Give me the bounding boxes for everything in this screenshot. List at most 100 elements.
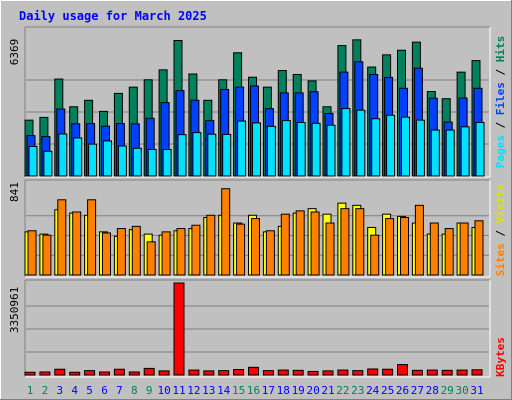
sites-bar-day-16 bbox=[251, 218, 260, 276]
day-label-3: 3 bbox=[56, 384, 63, 397]
pages-bar-day-12 bbox=[192, 132, 202, 177]
svg-text:Sites / Visits: Sites / Visits bbox=[494, 184, 507, 277]
day-label-11: 11 bbox=[172, 384, 185, 397]
legend-visits: Visits bbox=[494, 184, 507, 224]
kbytes-bar-day-28 bbox=[426, 369, 438, 376]
pages-bar-day-5 bbox=[88, 143, 98, 177]
kbytes-bar-day-17 bbox=[262, 370, 274, 376]
day-label-21: 21 bbox=[321, 384, 334, 397]
day-label-14: 14 bbox=[217, 384, 231, 397]
day-label-23: 23 bbox=[351, 384, 364, 397]
kbytes-bar-day-10 bbox=[158, 370, 170, 376]
pages-bar-day-10 bbox=[162, 148, 172, 177]
legend-files: Files bbox=[494, 82, 507, 115]
pages-bar-day-9 bbox=[147, 148, 157, 177]
legend-kbytes: KBytes bbox=[494, 337, 507, 377]
kbytes-bar-day-4 bbox=[69, 371, 81, 376]
sites-bar-day-8 bbox=[131, 225, 141, 276]
sites-bar-day-21 bbox=[325, 222, 335, 276]
pages-bar-day-17 bbox=[266, 125, 276, 177]
sites-bar-day-31 bbox=[474, 220, 484, 276]
pages-bar-day-16 bbox=[252, 122, 261, 177]
day-label-26: 26 bbox=[396, 384, 409, 397]
kbytes-bar-day-18 bbox=[277, 369, 289, 376]
pages-bar-day-30 bbox=[460, 126, 470, 177]
sites-bar-day-5 bbox=[87, 199, 97, 276]
day-label-13: 13 bbox=[202, 384, 215, 397]
day-label-31: 31 bbox=[470, 384, 483, 397]
pages-bar-day-14 bbox=[222, 133, 232, 177]
day-label-27: 27 bbox=[411, 384, 424, 397]
kbytes-bar-day-2 bbox=[39, 371, 51, 376]
graph-title: Daily usage for March 2025 bbox=[19, 9, 207, 23]
sites-bar-day-6 bbox=[102, 232, 111, 276]
legend-sites: Sites bbox=[494, 243, 507, 276]
day-label-18: 18 bbox=[277, 384, 290, 397]
pages-bar-day-2 bbox=[43, 150, 53, 177]
kbytes-bar-day-19 bbox=[292, 369, 304, 376]
day-label-20: 20 bbox=[306, 384, 319, 397]
visits-scale-label: 841 bbox=[8, 182, 21, 202]
kbytes-bar-day-6 bbox=[99, 371, 110, 376]
sites-bar-day-27 bbox=[414, 204, 424, 276]
day-label-29: 29 bbox=[441, 384, 454, 397]
day-label-24: 24 bbox=[366, 384, 380, 397]
kbytes-bar-day-20 bbox=[307, 370, 319, 376]
kbytes-bar-day-9 bbox=[143, 367, 155, 376]
kbytes-bar-day-7 bbox=[113, 368, 125, 376]
sites-bar-day-23 bbox=[355, 208, 365, 276]
pages-bar-day-7 bbox=[117, 145, 127, 177]
day-label-2: 2 bbox=[42, 384, 49, 397]
kbytes-bar-day-21 bbox=[322, 370, 334, 376]
kbytes-bar-day-14 bbox=[218, 370, 230, 376]
pages-bar-day-6 bbox=[103, 140, 112, 177]
visits-sites-panel: 841 Sites / Visits bbox=[8, 179, 507, 278]
day-label-17: 17 bbox=[262, 384, 275, 397]
kbytes-bar-day-12 bbox=[188, 369, 200, 376]
day-label-16: 16 bbox=[247, 384, 260, 397]
sites-bar-day-15 bbox=[236, 223, 246, 276]
kbytes-bar-day-3 bbox=[54, 368, 66, 376]
svg-text:Pages / Files / Hits: Pages / Files / Hits bbox=[494, 36, 507, 169]
day-label-10: 10 bbox=[157, 384, 170, 397]
day-label-22: 22 bbox=[336, 384, 349, 397]
pages-bar-day-21 bbox=[326, 124, 336, 177]
day-label-8: 8 bbox=[131, 384, 138, 397]
pages-bar-day-20 bbox=[311, 122, 321, 177]
legend-hits: Hits bbox=[494, 36, 507, 63]
hits-files-pages-panel: 6369 Pages / Files / Hits bbox=[8, 26, 507, 178]
pages-bar-day-29 bbox=[445, 129, 455, 177]
day-label-7: 7 bbox=[116, 384, 123, 397]
kbytes-bar-day-26 bbox=[397, 364, 408, 376]
day-label-28: 28 bbox=[426, 384, 439, 397]
kbytes-bar-day-30 bbox=[456, 369, 468, 376]
pages-bar-day-3 bbox=[58, 133, 68, 177]
kbytes-bar-day-24 bbox=[367, 368, 379, 376]
sites-bar-day-30 bbox=[459, 222, 469, 276]
pages-bar-day-24 bbox=[371, 118, 381, 177]
sites-bar-day-3 bbox=[57, 199, 67, 276]
kbytes-bar-day-16 bbox=[248, 366, 259, 376]
kbytes-bar-day-1 bbox=[24, 371, 36, 376]
day-label-12: 12 bbox=[187, 384, 200, 397]
kbytes-bar-day-15 bbox=[233, 369, 245, 376]
kbytes-bar-day-31 bbox=[471, 369, 483, 376]
pages-bar-day-27 bbox=[415, 119, 425, 177]
kbytes-bar-day-27 bbox=[411, 369, 423, 376]
day-label-15: 15 bbox=[232, 384, 245, 397]
pages-bar-day-22 bbox=[341, 108, 351, 177]
sites-bar-day-28 bbox=[429, 222, 439, 276]
kbytes-bar-day-23 bbox=[352, 370, 364, 376]
pages-bar-day-18 bbox=[281, 120, 291, 177]
sites-bar-day-17 bbox=[265, 230, 275, 276]
sites-bar-day-14 bbox=[221, 188, 231, 276]
pages-bar-day-1 bbox=[28, 145, 38, 177]
sites-bar-day-12 bbox=[191, 224, 201, 276]
sites-bar-day-9 bbox=[146, 241, 156, 276]
sites-bar-day-20 bbox=[310, 211, 320, 276]
pages-bar-day-28 bbox=[430, 129, 440, 177]
sites-bar-day-25 bbox=[385, 218, 395, 276]
pages-bar-day-23 bbox=[356, 109, 366, 177]
